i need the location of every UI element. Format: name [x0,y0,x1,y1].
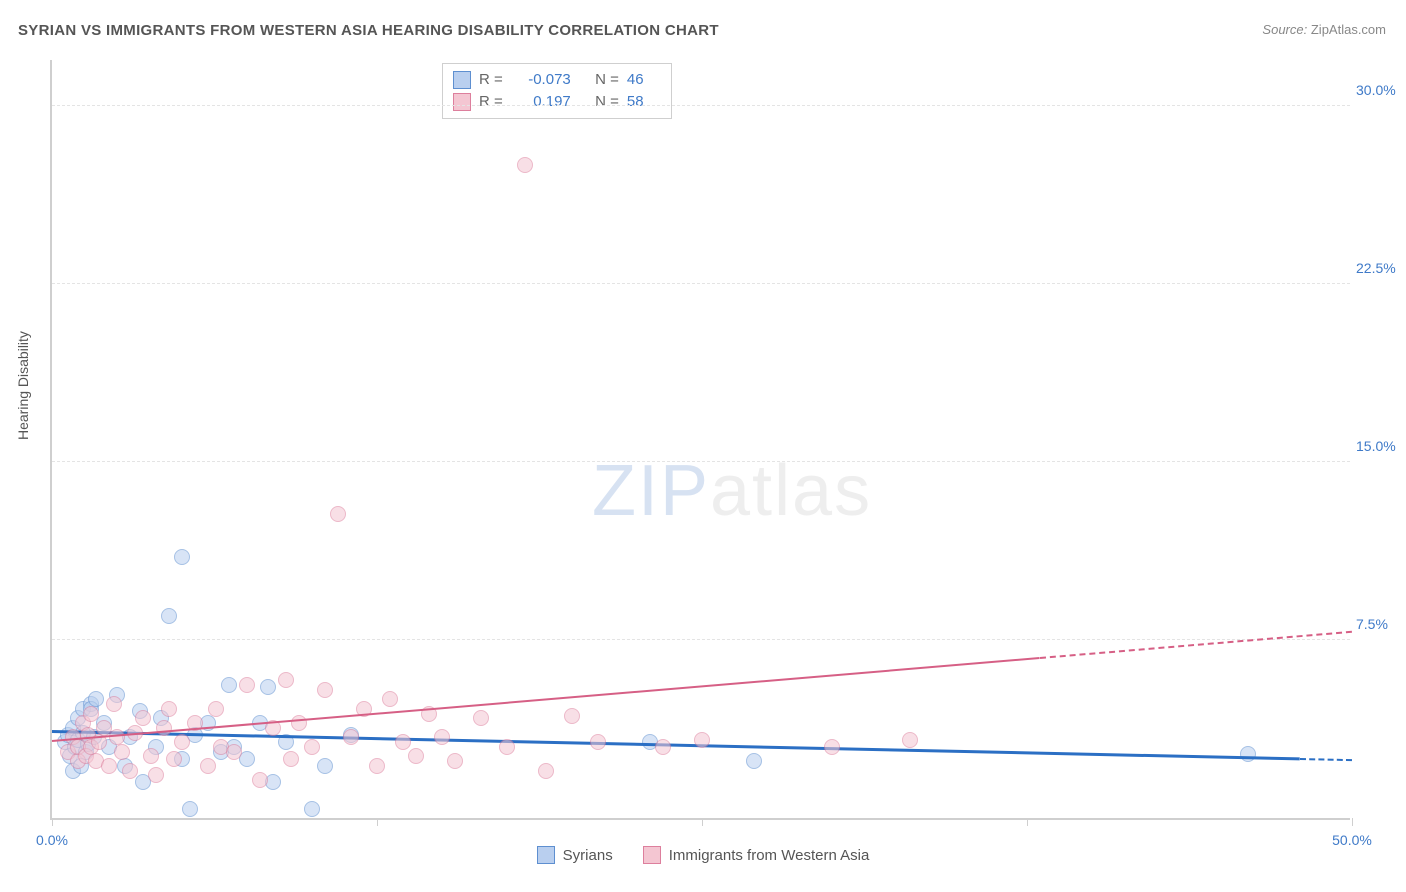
legend-swatch [453,93,471,111]
scatter-point [447,753,463,769]
legend-swatch [453,71,471,89]
scatter-point [174,734,190,750]
legend-label: Syrians [563,847,613,864]
scatter-point [208,701,224,717]
scatter-point [824,739,840,755]
scatter-point [226,744,242,760]
scatter-point [283,751,299,767]
scatter-point [182,801,198,817]
legend-label: Immigrants from Western Asia [669,847,870,864]
stats-box: R = -0.073 N = 46 R = 0.197 N = 58 [442,63,672,119]
grid-line [52,283,1350,284]
x-tick [1027,818,1028,826]
y-tick-label: 22.5% [1356,260,1406,276]
source-label: Source: [1262,22,1307,37]
y-tick-label: 15.0% [1356,438,1406,454]
scatter-point [174,549,190,565]
scatter-point [434,729,450,745]
stat-n-label: N = [595,69,619,91]
scatter-point [101,758,117,774]
trend-line [1300,758,1352,761]
grid-line [52,639,1350,640]
legend-swatch [643,846,661,864]
scatter-point [655,739,671,755]
stat-r-label: R = [479,69,503,91]
legend-item: Immigrants from Western Asia [643,846,870,864]
source-attribution: Source: ZipAtlas.com [1262,22,1386,37]
y-axis-title: Hearing Disability [15,331,31,440]
scatter-point [538,763,554,779]
scatter-point [122,763,138,779]
scatter-point [902,732,918,748]
legend-swatch [537,846,555,864]
bottom-legend: Syrians Immigrants from Western Asia [0,846,1406,864]
chart-title: SYRIAN VS IMMIGRANTS FROM WESTERN ASIA H… [18,22,719,39]
y-tick-label: 30.0% [1356,82,1406,98]
scatter-point [221,677,237,693]
watermark-part1: ZIP [592,451,710,531]
legend-item: Syrians [537,846,613,864]
x-tick [377,818,378,826]
trend-line [1040,631,1352,659]
scatter-point [135,710,151,726]
stat-r-label: R = [479,91,503,113]
scatter-point [166,751,182,767]
scatter-point [304,739,320,755]
grid-line [52,461,1350,462]
scatter-point [517,157,533,173]
scatter-point [260,679,276,695]
scatter-point [330,506,346,522]
x-tick [1352,818,1353,826]
scatter-point [143,748,159,764]
scatter-point [161,701,177,717]
x-tick [702,818,703,826]
stat-r-value: 0.197 [511,91,571,113]
stats-row: R = 0.197 N = 58 [453,91,657,113]
stat-n-value: 58 [627,91,657,113]
stat-r-value: -0.073 [511,69,571,91]
watermark-part2: atlas [710,451,872,531]
scatter-point [408,748,424,764]
source-name: ZipAtlas.com [1311,22,1386,37]
stat-n-label: N = [595,91,619,113]
scatter-point [200,758,216,774]
scatter-point [114,744,130,760]
scatter-point [317,682,333,698]
scatter-point [473,710,489,726]
scatter-point [590,734,606,750]
plot-area: ZIPatlas R = -0.073 N = 46 R = 0.197 N = 58… [50,60,1350,820]
grid-line [52,105,1350,106]
y-tick-label: 7.5% [1356,616,1406,632]
scatter-point [746,753,762,769]
scatter-point [395,734,411,750]
stat-n-value: 46 [627,69,657,91]
scatter-point [1240,746,1256,762]
scatter-point [304,801,320,817]
scatter-point [278,672,294,688]
scatter-point [161,608,177,624]
scatter-point [291,715,307,731]
scatter-point [369,758,385,774]
scatter-point [148,767,164,783]
scatter-point [564,708,580,724]
scatter-point [317,758,333,774]
scatter-point [694,732,710,748]
trend-line [52,657,1040,742]
watermark: ZIPatlas [592,450,872,532]
scatter-point [106,696,122,712]
scatter-point [382,691,398,707]
scatter-point [499,739,515,755]
scatter-point [252,772,268,788]
scatter-point [239,677,255,693]
stats-row: R = -0.073 N = 46 [453,69,657,91]
x-tick [52,818,53,826]
scatter-point [343,729,359,745]
scatter-point [83,706,99,722]
scatter-point [156,720,172,736]
